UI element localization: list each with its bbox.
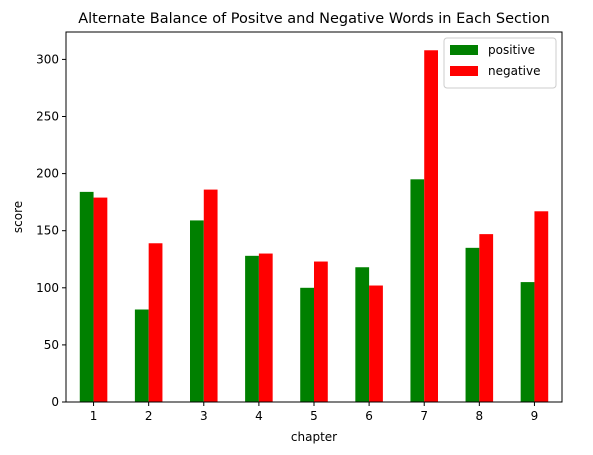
x-tick-label: 1 (90, 409, 98, 423)
y-tick-label: 100 (36, 281, 59, 295)
y-tick-label: 0 (51, 395, 59, 409)
bar-negative-chapter-4 (258, 253, 273, 402)
bar-positive-chapter-5 (300, 287, 314, 402)
bar-positive-chapter-1 (79, 191, 94, 402)
x-tick-label: 2 (145, 409, 153, 423)
x-tick-label: 4 (255, 409, 263, 423)
x-axis-label: chapter (291, 430, 337, 444)
chart-title: Alternate Balance of Positve and Negativ… (78, 11, 550, 27)
legend-label-positive: positive (488, 43, 535, 57)
bar-positive-chapter-8 (465, 247, 480, 402)
bar-negative-chapter-2 (148, 243, 163, 402)
bar-negative-chapter-7 (424, 50, 438, 402)
bar-positive-chapter-6 (355, 267, 370, 402)
bar-positive-chapter-4 (245, 255, 259, 402)
y-axis-ticks: 0 50 100 150 200 250 300 (36, 52, 66, 409)
y-tick-label: 250 (36, 110, 59, 124)
y-axis-label: score (11, 201, 25, 233)
bar-negative-chapter-9 (534, 211, 549, 402)
bar-negative-chapter-5 (314, 261, 328, 402)
bar-positive-chapter-9 (520, 282, 535, 402)
y-tick-label: 200 (36, 167, 59, 181)
x-tick-label: 8 (476, 409, 484, 423)
x-tick-label: 6 (365, 409, 373, 423)
bar-positive-chapter-7 (410, 179, 425, 402)
bar-negative-chapter-8 (479, 234, 494, 402)
x-tick-label: 7 (420, 409, 428, 423)
plot-frame (65, 31, 563, 403)
bar-negative-chapter-3 (203, 189, 218, 402)
bar-negative-chapter-1 (93, 197, 108, 402)
x-tick-label: 3 (200, 409, 208, 423)
x-tick-label: 5 (310, 409, 318, 423)
legend-swatch-negative (450, 66, 478, 76)
x-tick-label: 9 (531, 409, 539, 423)
y-tick-label: 150 (36, 224, 59, 238)
legend-swatch-positive (450, 45, 478, 55)
bar-positive-chapter-2 (134, 309, 149, 402)
legend: positive negative (443, 37, 557, 89)
y-tick-label: 300 (36, 52, 59, 66)
y-tick-label: 50 (44, 338, 59, 352)
x-axis-ticks: 1 2 3 4 5 6 7 8 9 (90, 402, 539, 423)
bar-negative-chapter-6 (369, 285, 383, 402)
legend-label-negative: negative (488, 64, 540, 78)
bars-group (79, 50, 549, 402)
bar-positive-chapter-3 (190, 220, 204, 402)
